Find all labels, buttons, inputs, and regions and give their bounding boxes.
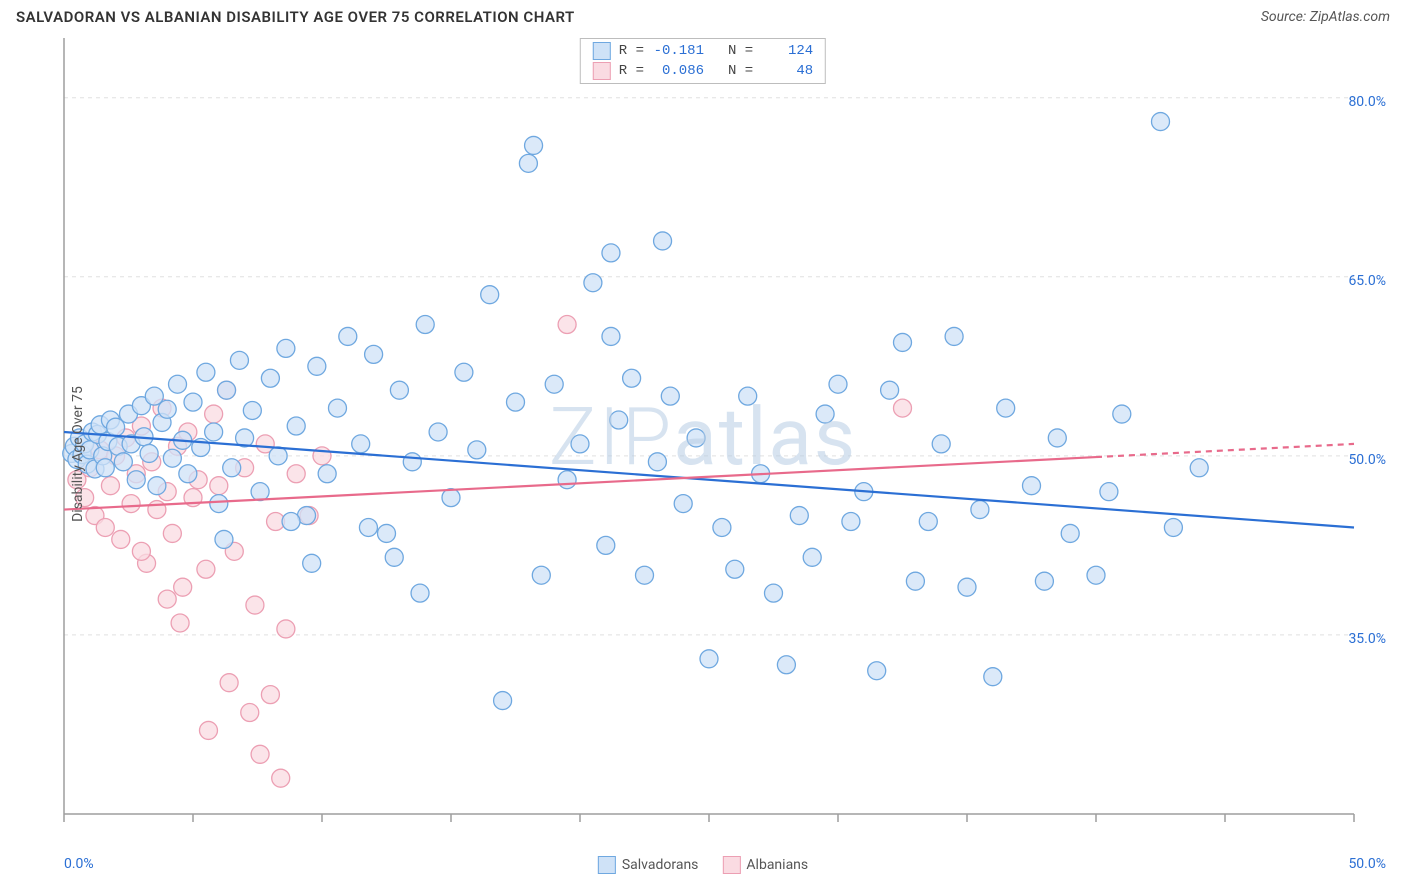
chart-container: SALVADORAN VS ALBANIAN DISABILITY AGE OV… — [0, 0, 1406, 892]
y-tick-label: 35.0% — [1348, 631, 1386, 647]
legend-row-salvadorans: R = -0.181 N = 124 — [581, 41, 825, 61]
y-tick-label: 50.0% — [1348, 452, 1386, 468]
y-tick-label: 80.0% — [1348, 94, 1386, 110]
legend-row-albanians: R = 0.086 N = 48 — [581, 61, 825, 81]
r-value-albanians: 0.086 — [652, 63, 704, 79]
swatch-albanians — [593, 62, 611, 80]
source-label: Source: ZipAtlas.com — [1261, 9, 1390, 25]
legend-label-albanians: Albanians — [746, 857, 808, 873]
y-tick-label: 65.0% — [1348, 273, 1386, 289]
r-value-salvadorans: -0.181 — [652, 43, 704, 59]
swatch-albanians — [722, 856, 740, 874]
header: SALVADORAN VS ALBANIAN DISABILITY AGE OV… — [0, 0, 1406, 30]
legend-correlation: R = -0.181 N = 124 R = 0.086 N = 48 — [580, 38, 826, 84]
legend-item-albanians: Albanians — [722, 856, 808, 874]
scatter-plot — [16, 34, 1390, 854]
swatch-salvadorans — [593, 42, 611, 60]
chart-area: Disability Age Over 75 ZIPatlas R = -0.1… — [16, 34, 1390, 874]
n-value-albanians: 48 — [761, 63, 813, 79]
legend-series: Salvadorans Albanians — [598, 856, 808, 874]
chart-title: SALVADORAN VS ALBANIAN DISABILITY AGE OV… — [16, 8, 575, 26]
legend-item-salvadorans: Salvadorans — [598, 856, 699, 874]
x-tick-label-min: 0.0% — [64, 856, 94, 872]
x-tick-label-max: 50.0% — [1348, 856, 1386, 872]
swatch-salvadorans — [598, 856, 616, 874]
y-axis-label: Disability Age Over 75 — [70, 386, 86, 522]
n-value-salvadorans: 124 — [761, 43, 813, 59]
legend-label-salvadorans: Salvadorans — [622, 857, 699, 873]
